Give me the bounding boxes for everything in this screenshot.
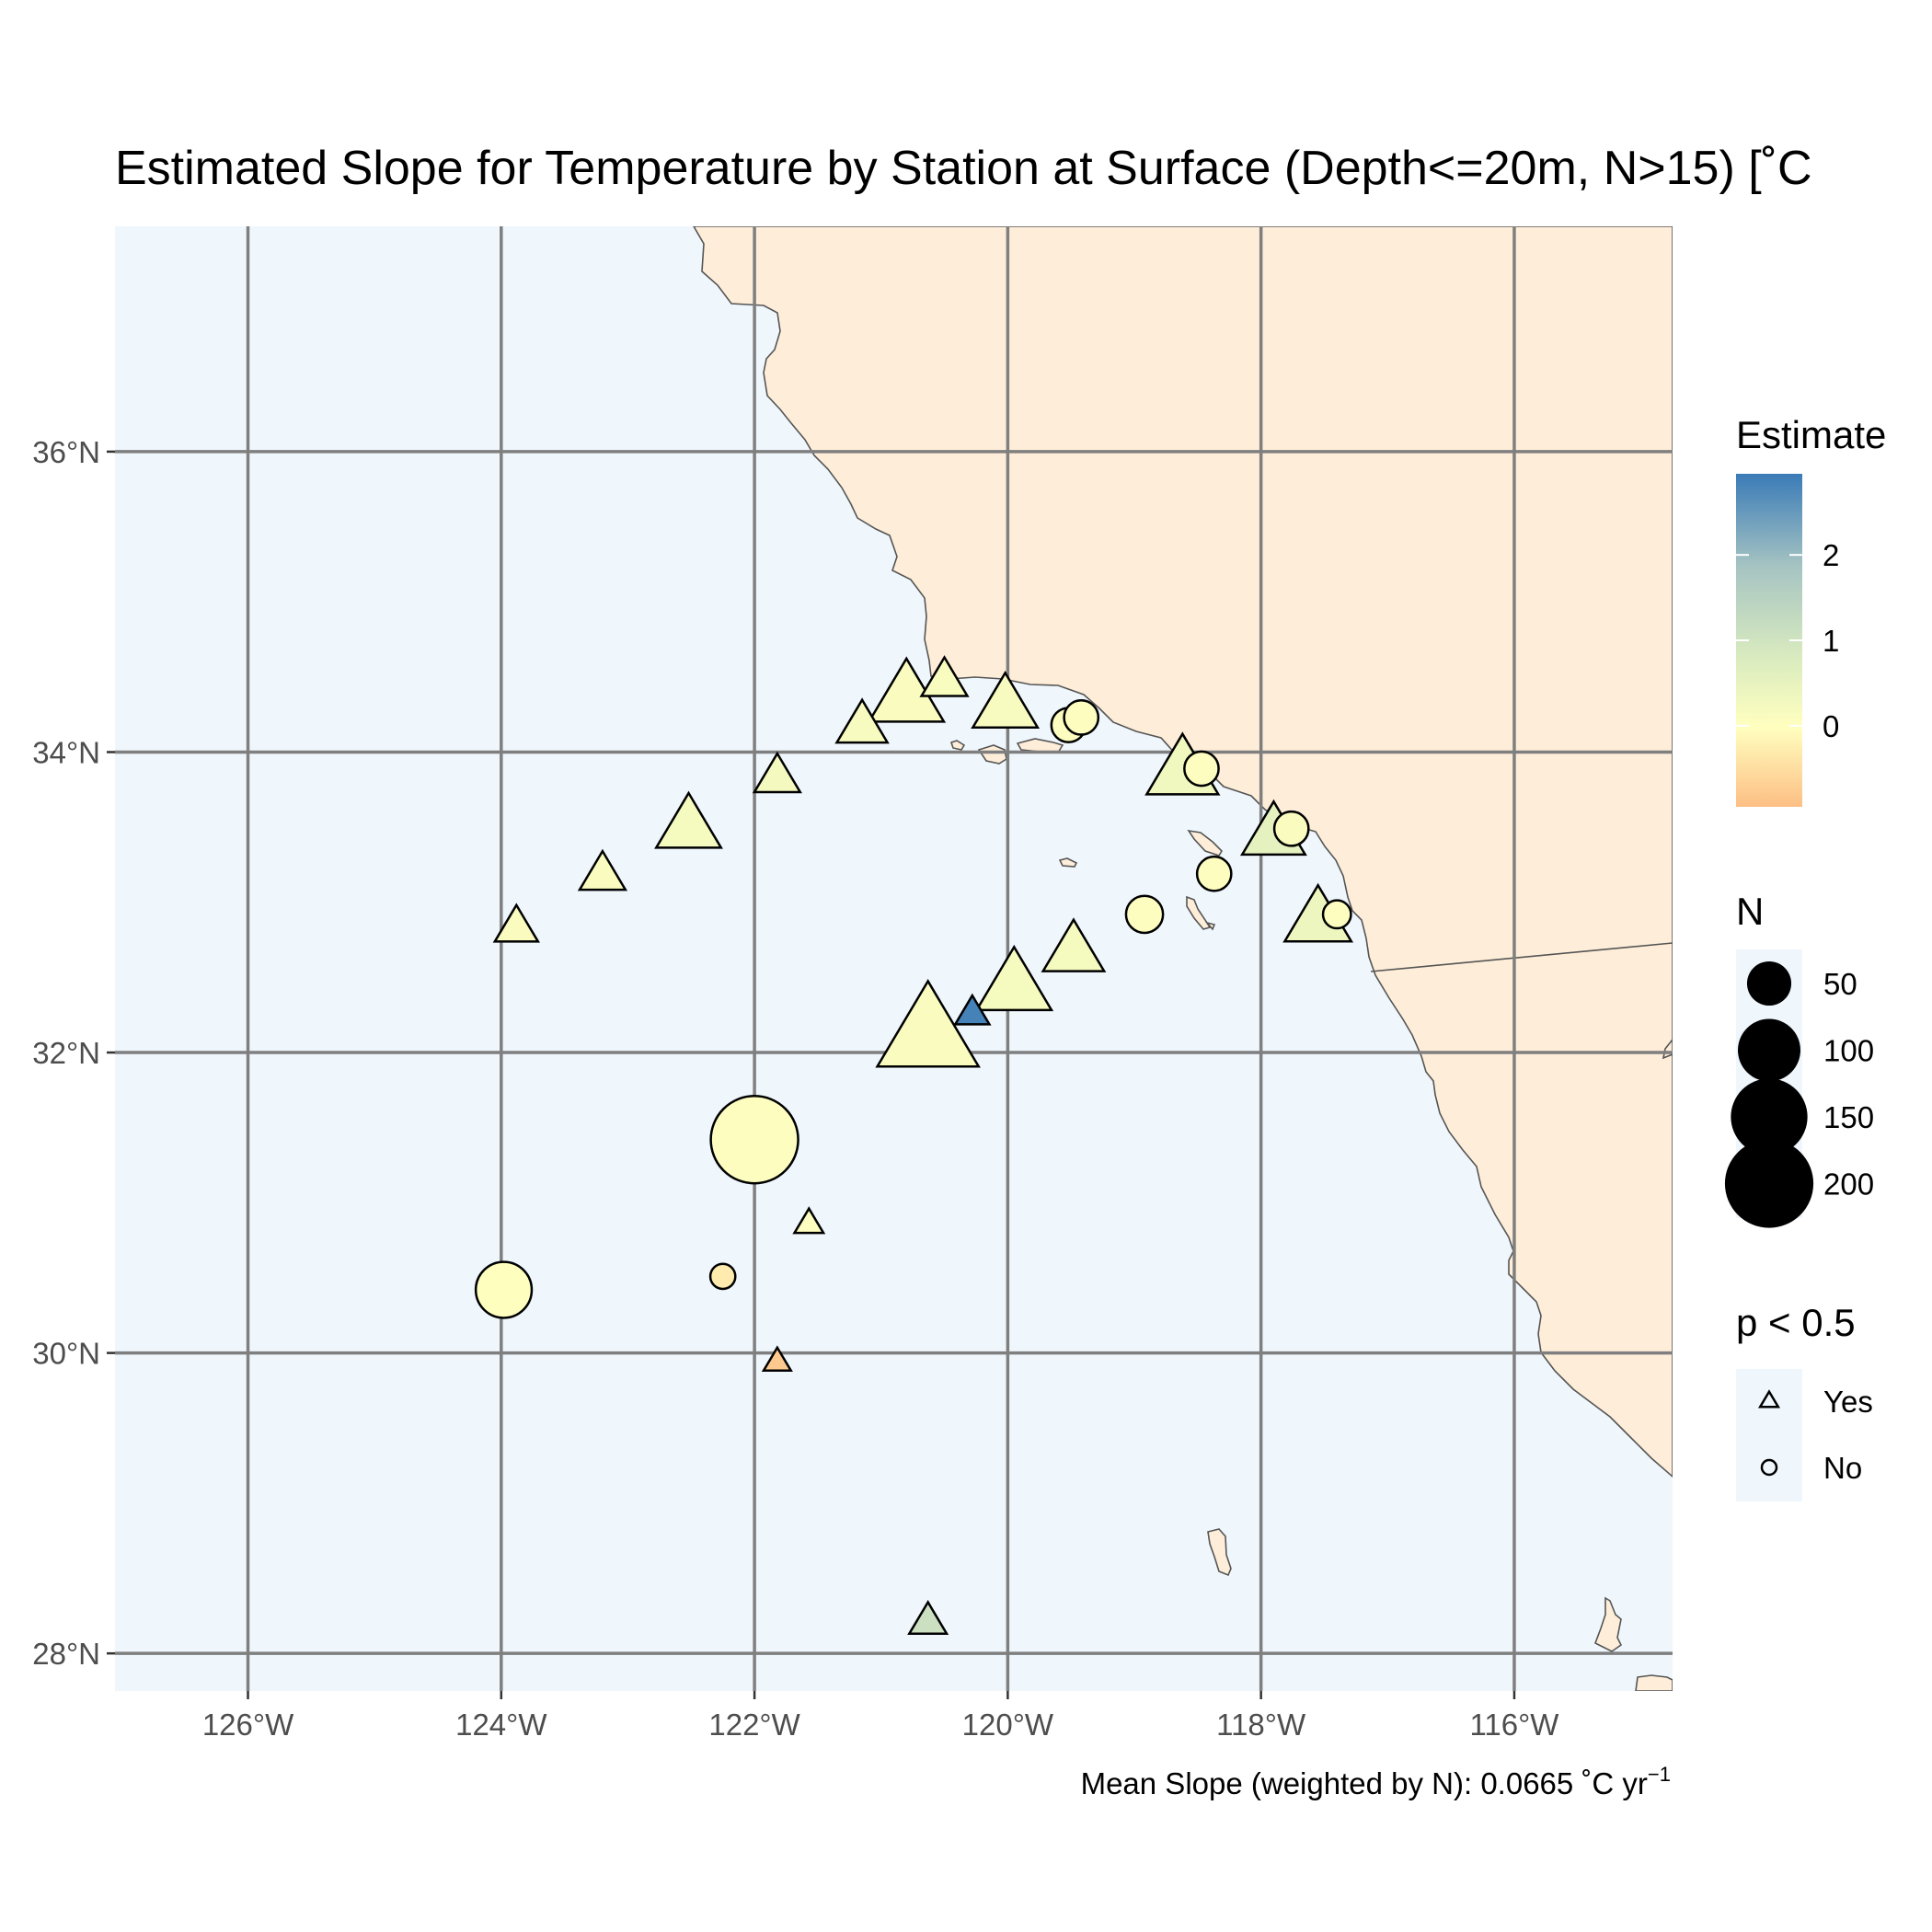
station-marker-significant [792,1206,826,1235]
station-marker-significant [875,979,981,1068]
station-marker [1272,810,1310,847]
legend-p-keys-bg [1736,1369,1802,1501]
station-marker-significant [974,944,1054,1012]
y-tick-label: 28°N [32,1637,100,1671]
legend-p-entries: Yes No [1757,1385,1873,1485]
legend-estimate: Estimate 2 1 0 [1736,413,1886,807]
island [949,740,966,751]
x-tick-label: 124°W [455,1708,547,1742]
y-tick-label: 36°N [32,435,100,469]
legend-n-key [1746,960,1792,1006]
y-tick-label: 34°N [32,735,100,769]
station-marker [708,1262,737,1291]
border-line [1370,942,1673,972]
station-marker [1063,699,1100,736]
station-marker [1183,750,1220,788]
legend-n-label: 200 [1823,1167,1874,1202]
legend-n-title: N [1736,890,1764,933]
x-tick-label: 122°W [708,1708,800,1742]
legend-p: p < 0.5 Yes No [1736,1301,1873,1501]
station-marker [1124,894,1165,935]
x-axis-ticks: 126°W 124°W 122°W 120°W 118°W 116°W [202,1691,1559,1742]
station-marker-significant [752,751,802,794]
legend-p-key-triangle [1757,1389,1781,1409]
mean-slope-caption: Mean Slope (weighted by N): 0.0665 ˚C yr… [1081,1763,1671,1800]
station-marker-significant [654,790,723,849]
y-axis-ticks: 28°N 30°N 32°N 34°N 36°N [32,435,115,1671]
y-tick-label: 30°N [32,1337,100,1371]
x-tick-label: 126°W [202,1708,294,1742]
chart-title: Estimated Slope for Temperature by Stati… [115,142,1812,195]
station-marker-significant [971,670,1041,730]
legend-n-key [1738,1018,1800,1082]
legend-estimate-title: Estimate [1736,413,1886,456]
x-tick-label: 120°W [962,1708,1054,1742]
island [1058,857,1078,868]
station-marker-significant [953,993,992,1026]
legend-n-key [1731,1078,1808,1156]
station-marker [1195,855,1233,892]
island [1187,829,1224,857]
island [1016,738,1064,753]
station-marker-significant [907,1600,949,1635]
x-tick-label: 118°W [1216,1708,1306,1742]
station-marker-significant [577,848,628,891]
legend-p-label: No [1823,1451,1862,1485]
legend-n-label: 50 [1823,967,1857,1001]
station-marker [1321,899,1352,930]
island [1207,1528,1232,1577]
station-marker-significant [1041,917,1107,972]
caption-text: Mean Slope (weighted by N): 0.0665 ˚C yr [1081,1766,1648,1800]
island [1593,1596,1623,1652]
legend-p-title: p < 0.5 [1736,1301,1856,1344]
station-marker [474,1260,534,1319]
legend-p-key-circle [1760,1458,1778,1477]
colorbar-ticks: 2 1 0 [1736,538,1839,743]
legend-n: N 50 100 150 200 [1724,890,1874,1228]
station-markers [474,655,1354,1635]
station-marker-significant [919,655,970,697]
y-tick-label: 32°N [32,1036,100,1070]
colorbar-tick-label: 0 [1823,709,1839,743]
legend-n-key [1724,1139,1814,1228]
island [1204,921,1216,931]
island [1186,895,1212,930]
colorbar-tick-label: 2 [1823,538,1839,572]
colorbar-tick-label: 1 [1823,624,1839,658]
caption-exponent: −1 [1648,1763,1671,1786]
station-marker-significant [492,903,541,943]
land-layer [693,226,1673,1691]
station-marker-significant [834,697,890,744]
station-marker [709,1095,799,1185]
legend-n-label: 150 [1823,1100,1874,1134]
station-marker-significant [761,1345,793,1373]
legend-n-label: 100 [1823,1034,1874,1068]
legend-p-label: Yes [1823,1385,1873,1419]
legend-n-entries: 50 100 150 200 [1724,960,1874,1228]
peninsula-edge [1635,1674,1673,1691]
x-tick-label: 116°W [1469,1708,1559,1742]
